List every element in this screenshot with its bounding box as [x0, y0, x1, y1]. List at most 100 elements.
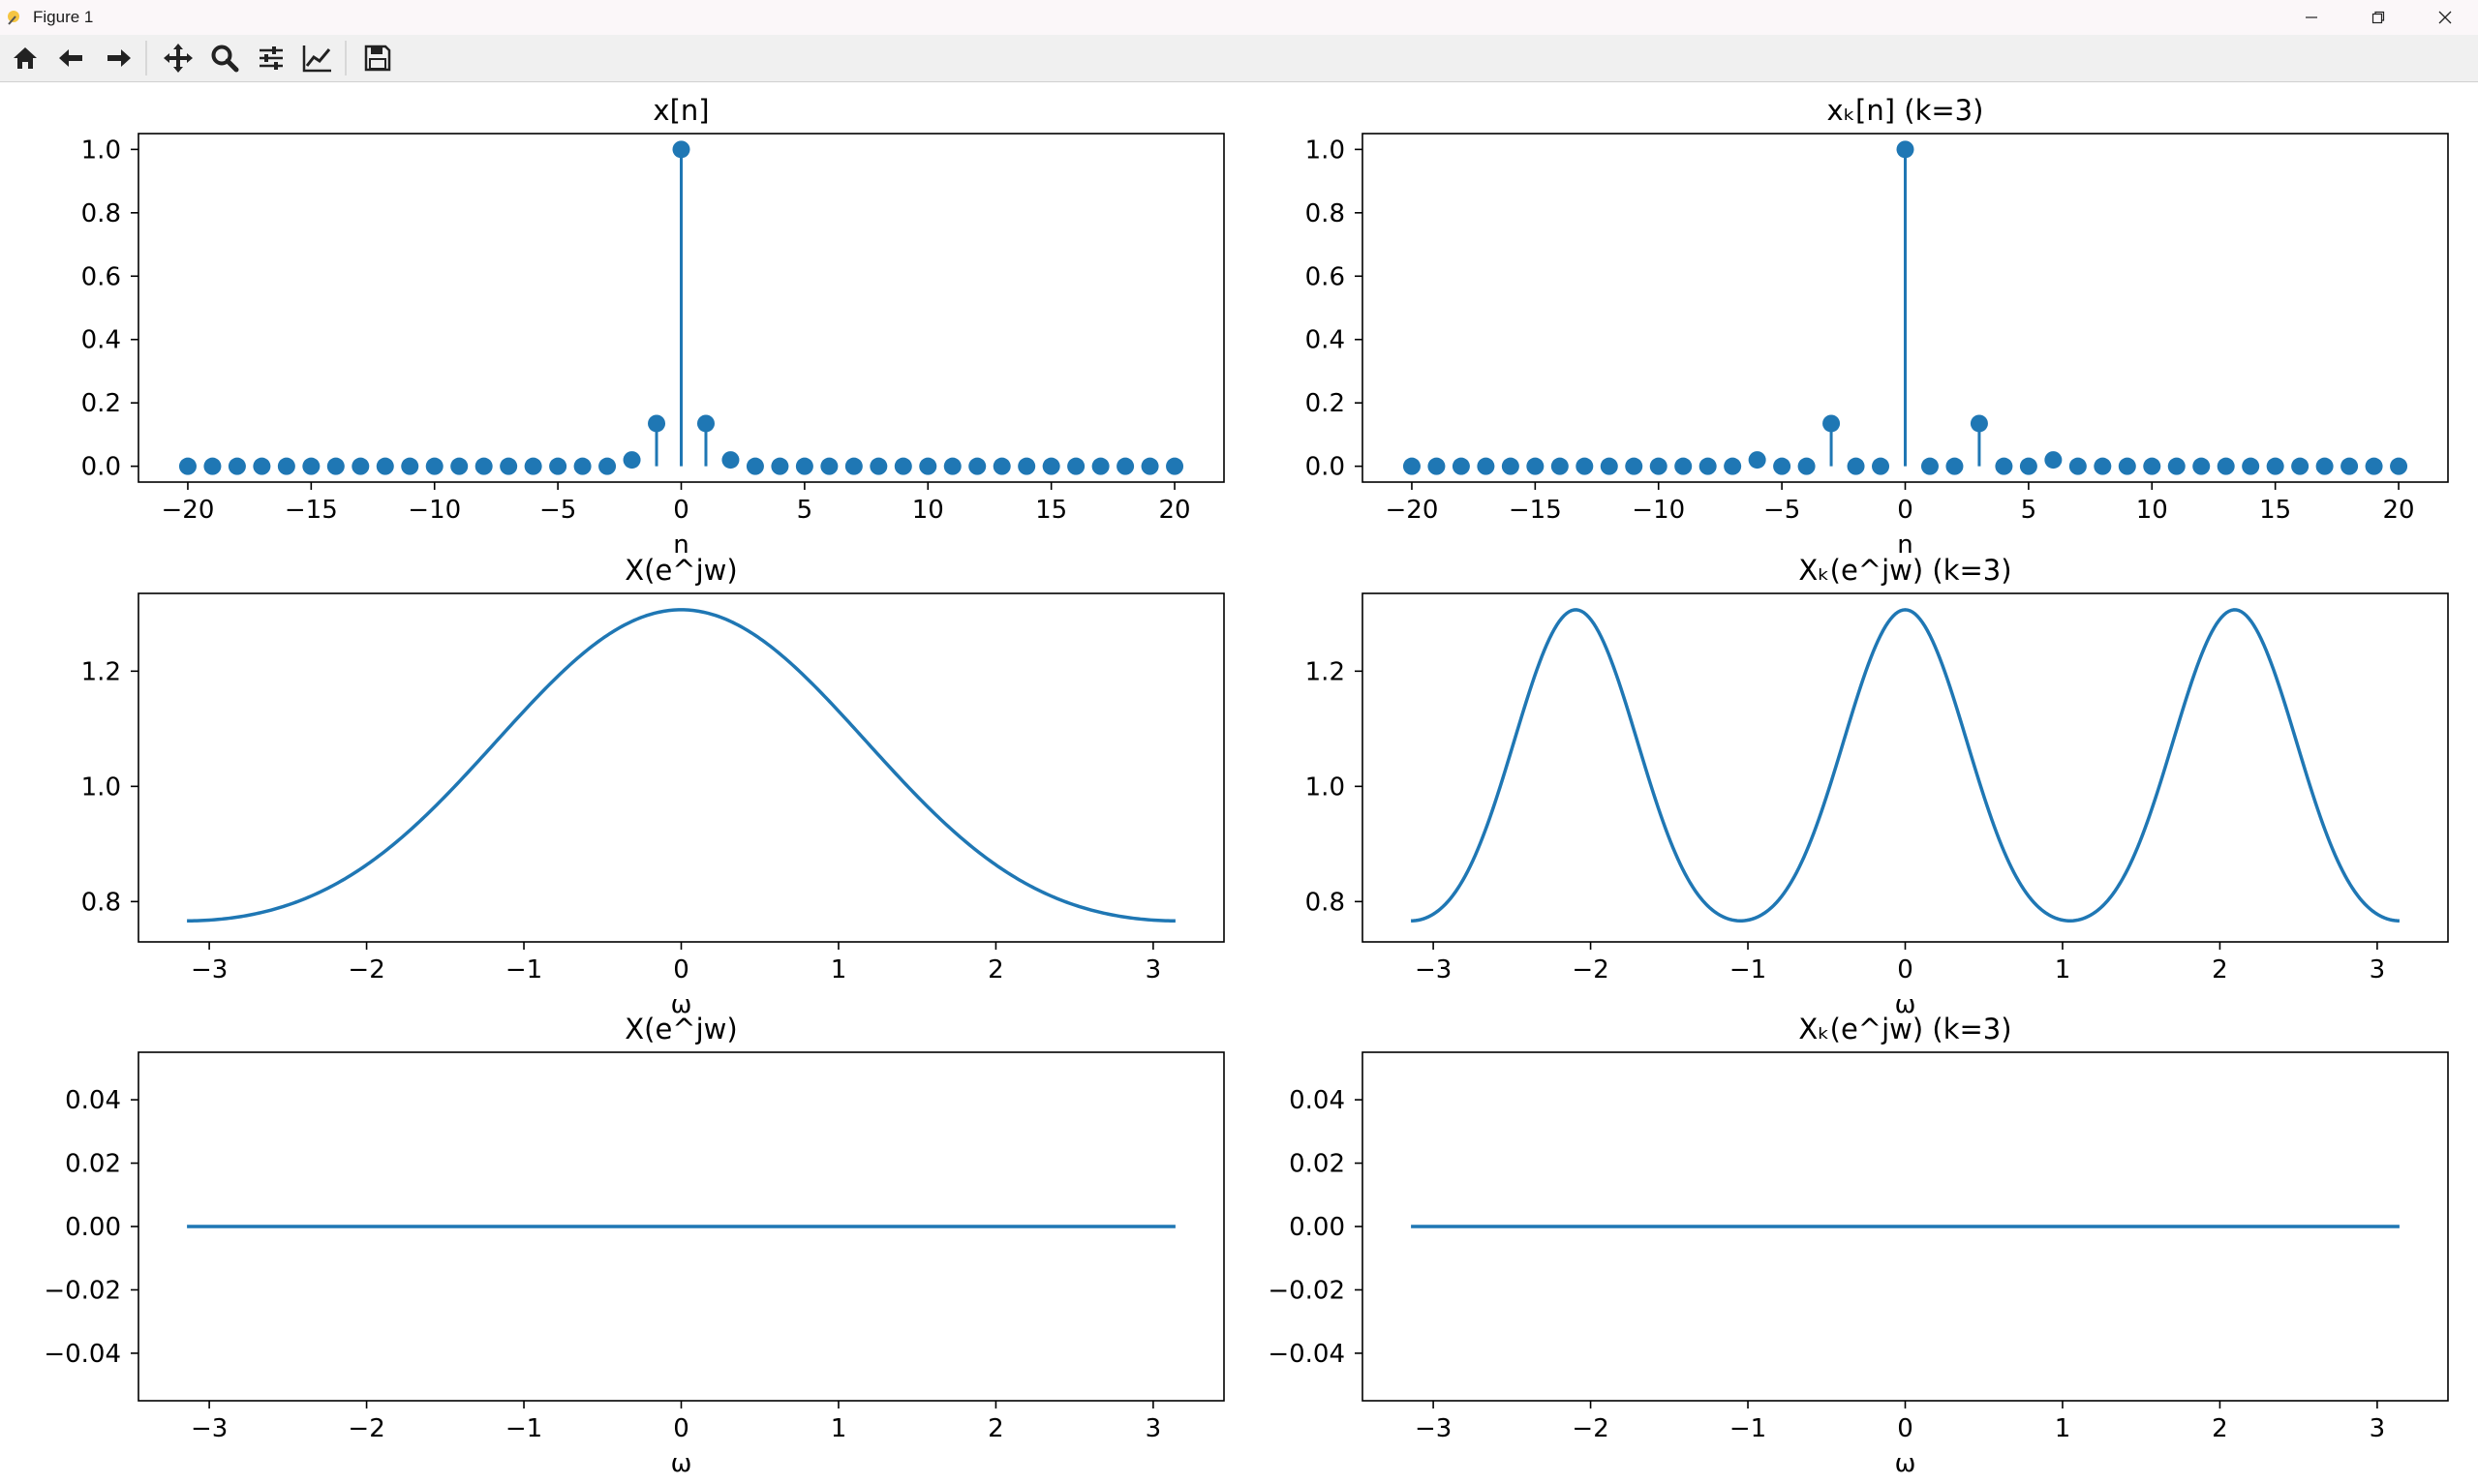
- stem-marker: [2094, 457, 2112, 475]
- stem-marker: [1477, 457, 1495, 475]
- title-bar: Figure 1: [0, 0, 2478, 35]
- pan-button[interactable]: [157, 38, 199, 78]
- stem-marker: [500, 457, 518, 475]
- stem-marker: [1822, 414, 1841, 433]
- x-tick-label: −10: [408, 496, 461, 525]
- y-tick-label: 1.0: [81, 772, 121, 802]
- stem-marker: [844, 457, 863, 475]
- x-axis-label: ω: [671, 990, 692, 1019]
- arrow-left-icon: [59, 49, 82, 67]
- stem-marker: [2192, 457, 2211, 475]
- y-tick-label: −0.02: [1268, 1276, 1345, 1305]
- x-tick-label: 3: [2370, 1414, 2386, 1443]
- close-button[interactable]: [2411, 0, 2478, 35]
- subplot-title: Xₖ(e^jw) (k=3): [1798, 1013, 2011, 1045]
- x-tick-label: 20: [1158, 496, 1190, 525]
- save-button[interactable]: [356, 38, 399, 78]
- x-tick-label: −3: [191, 955, 228, 984]
- plot-data: [1402, 140, 2408, 475]
- x-axis-label: ω: [1895, 1449, 1916, 1478]
- stem-marker: [1600, 457, 1618, 475]
- stem-marker: [1625, 457, 1643, 475]
- stem-marker: [326, 457, 345, 475]
- x-tick-label: 3: [2370, 955, 2386, 984]
- y-tick-label: 0.02: [65, 1150, 121, 1179]
- x-tick-label: −15: [1509, 496, 1562, 525]
- y-tick-label: 1.0: [81, 136, 121, 165]
- stem-marker: [1550, 457, 1569, 475]
- plot-data: [178, 140, 1184, 475]
- stem-marker: [425, 457, 444, 475]
- stem-marker: [1674, 457, 1693, 475]
- stem-marker: [721, 451, 740, 469]
- x-tick-label: −1: [505, 955, 542, 984]
- y-tick-label: 1.0: [1305, 136, 1345, 165]
- stem-marker: [450, 457, 469, 475]
- stem-marker: [598, 457, 617, 475]
- stem-marker: [1117, 457, 1135, 475]
- axes-frame: [138, 592, 1225, 943]
- plot-data: [1411, 608, 2400, 923]
- stem-marker: [2365, 457, 2383, 475]
- x-tick-label: 10: [912, 496, 944, 525]
- stem-marker: [1402, 457, 1421, 475]
- forward-button[interactable]: [97, 38, 139, 78]
- y-tick-label: 0.6: [1305, 262, 1345, 291]
- stem-marker: [573, 457, 592, 475]
- subplot-title: x[n]: [653, 94, 709, 127]
- y-tick-label: 1.2: [81, 657, 121, 686]
- x-tick-label: −20: [162, 496, 215, 525]
- y-tick-label: 0.8: [1305, 199, 1345, 228]
- x-tick-label: 15: [1035, 496, 1067, 525]
- subplot-title: X(e^jw): [625, 554, 737, 587]
- y-tick-label: −0.04: [44, 1340, 121, 1369]
- stem-marker: [1576, 457, 1594, 475]
- y-tick-label: 0.0: [81, 453, 121, 482]
- y-tick-label: 1.0: [1305, 772, 1345, 802]
- y-tick-label: −0.04: [1268, 1340, 1345, 1369]
- stem-marker: [1724, 457, 1742, 475]
- subplot-4: Xₖ(e^jw) (k=3) −3 −2 −1 0 1 2 3 0.8 1.0 1.2 ω: [1305, 554, 2449, 1019]
- edit-axes-button[interactable]: [296, 38, 339, 78]
- y-tick-label: −0.02: [44, 1276, 121, 1305]
- stem-marker: [2266, 457, 2284, 475]
- stem-marker: [870, 457, 888, 475]
- x-tick-label: 10: [2136, 496, 2168, 525]
- x-tick-label: −5: [1763, 496, 1800, 525]
- stem-marker: [2167, 457, 2186, 475]
- toolbar: [0, 35, 2478, 82]
- stem-marker: [474, 457, 493, 475]
- zoom-button[interactable]: [203, 38, 246, 78]
- home-button[interactable]: [4, 38, 46, 78]
- stem-marker: [203, 457, 222, 475]
- stem-marker: [2118, 457, 2136, 475]
- y-tick-label: 0.4: [1305, 326, 1345, 355]
- x-tick-label: 0: [1897, 496, 1913, 525]
- restore-button[interactable]: [2344, 0, 2411, 35]
- y-tick-label: 0.6: [81, 262, 121, 291]
- y-tick-label: 0.8: [81, 888, 121, 917]
- stem-marker: [352, 457, 370, 475]
- stem-marker: [1920, 457, 1939, 475]
- y-tick-label: 0.2: [81, 389, 121, 418]
- y-tick-label: 0.00: [65, 1213, 121, 1242]
- stem-marker: [178, 457, 197, 475]
- toolbar-separator: [345, 41, 347, 76]
- subplots-button[interactable]: [250, 38, 292, 78]
- x-axis-label: n: [1897, 530, 1912, 560]
- stem-marker: [1698, 457, 1717, 475]
- x-tick-label: 0: [673, 496, 689, 525]
- stem-marker: [2217, 457, 2235, 475]
- stem-marker: [2019, 457, 2037, 475]
- x-tick-label: −3: [1415, 955, 1452, 984]
- back-button[interactable]: [50, 38, 93, 78]
- minimize-button[interactable]: [2278, 0, 2344, 35]
- stem-marker: [1797, 457, 1816, 475]
- y-tick-label: 0.04: [1289, 1086, 1345, 1115]
- x-tick-label: 3: [1146, 955, 1162, 984]
- axes-frame: [1361, 592, 2449, 943]
- stem-marker: [795, 457, 813, 475]
- y-tick-label: 0.0: [1305, 453, 1345, 482]
- stem-marker: [2390, 457, 2408, 475]
- stem-marker: [1748, 451, 1766, 469]
